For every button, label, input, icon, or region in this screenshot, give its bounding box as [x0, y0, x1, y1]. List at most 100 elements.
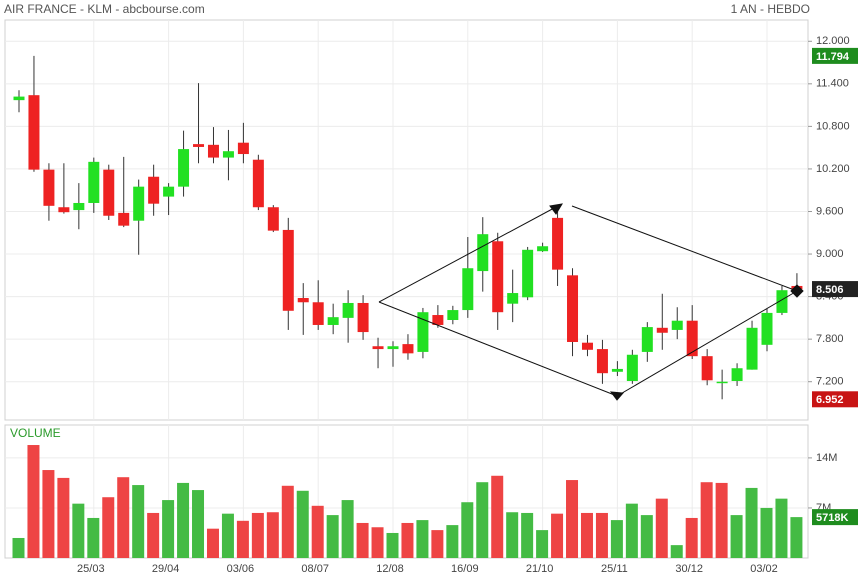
volume-bar	[12, 537, 25, 558]
pattern-lines	[378, 203, 804, 401]
volume-bar	[371, 527, 384, 558]
candle-body	[282, 229, 294, 311]
candle-body	[402, 344, 414, 354]
volume-bar	[266, 512, 279, 558]
volume-bar	[506, 512, 519, 558]
price-marker-label: 6.952	[816, 394, 844, 406]
candle-body	[222, 151, 234, 158]
volume-bar	[580, 512, 593, 558]
volume-bar	[117, 477, 130, 558]
volume-bar	[685, 517, 698, 558]
candle-body	[477, 234, 489, 272]
volume-bar	[296, 490, 309, 558]
y-tick-label: 7.800	[816, 333, 844, 345]
price-marker	[812, 47, 858, 64]
x-tick-label: 30/12	[675, 563, 703, 575]
candle-body	[357, 302, 369, 333]
candle-body	[13, 96, 25, 101]
volume-bar	[760, 507, 773, 558]
volume-bar	[341, 500, 354, 558]
y-tick-label: 14M	[816, 452, 837, 464]
y-tick-label: 9.600	[816, 205, 844, 217]
candle-body	[492, 241, 504, 313]
candle-body	[73, 202, 85, 211]
y-tick-label: 10.800	[816, 120, 850, 132]
x-tick-label: 12/08	[376, 563, 404, 575]
volume-bar	[311, 505, 324, 558]
volume-title: VOLUME	[10, 426, 61, 440]
x-tick-label: 25/03	[77, 563, 105, 575]
candle-body	[611, 368, 623, 372]
marks	[12, 55, 803, 558]
volume-bar	[281, 485, 294, 558]
volume-bar	[87, 517, 100, 558]
arrow-head	[549, 203, 563, 215]
chart-subtitle: 1 AN - HEBDO	[731, 2, 810, 16]
candle-body	[731, 368, 743, 381]
candle-body	[207, 144, 219, 158]
candle-body	[686, 320, 698, 357]
candle-body	[28, 95, 40, 170]
volume-bar	[670, 545, 683, 558]
candle-body	[567, 275, 579, 342]
volume-bar	[700, 482, 713, 558]
labels: 12.00011.40010.80010.2009.6009.0008.4007…	[77, 35, 858, 575]
candle-body	[596, 349, 608, 374]
candle-body	[327, 317, 339, 325]
candle-body	[178, 149, 190, 187]
x-tick-label: 16/09	[451, 563, 479, 575]
candle-body	[701, 356, 713, 381]
volume-bar	[775, 498, 788, 558]
volume-bar	[566, 480, 579, 558]
candle-body	[447, 310, 459, 320]
arrow-head	[790, 284, 804, 298]
volume-bar	[147, 512, 160, 558]
volume-bar	[192, 490, 205, 558]
volume-bar	[745, 487, 758, 558]
candle-body	[267, 207, 279, 231]
candle-body	[43, 169, 55, 206]
candle-body	[372, 346, 384, 350]
x-tick-label: 25/11	[601, 563, 628, 575]
candle-body	[163, 186, 175, 197]
candle-body	[432, 315, 444, 325]
candle-body	[776, 290, 788, 313]
volume-marker	[812, 509, 858, 526]
candle-body	[312, 302, 324, 325]
candle-body	[342, 302, 354, 318]
volume-bar	[386, 532, 399, 558]
volume-bar	[132, 485, 145, 558]
volume-bar	[57, 477, 70, 558]
candle-body	[462, 268, 474, 311]
price-marker	[812, 281, 858, 298]
volume-bar	[326, 515, 339, 558]
y-tick-label: 7.200	[816, 376, 844, 388]
volume-bar	[236, 520, 249, 558]
volume-bar	[72, 503, 85, 558]
x-tick-label: 08/07	[301, 563, 329, 575]
volume-bar	[461, 502, 474, 558]
y-tick-label: 10.200	[816, 163, 850, 175]
candle-body	[671, 320, 683, 330]
candle-body	[133, 186, 145, 221]
y-tick-label: 9.000	[816, 248, 844, 260]
candle-body	[761, 312, 773, 345]
candle-body	[537, 246, 549, 252]
volume-bar	[595, 512, 608, 558]
trend-line	[378, 206, 557, 303]
candle-body	[507, 293, 519, 304]
candle-body	[297, 298, 309, 303]
volume-bar	[206, 528, 219, 558]
chart-title: AIR FRANCE - KLM - abcbourse.com	[4, 2, 205, 16]
candle-body	[148, 176, 160, 204]
volume-bar	[715, 482, 728, 558]
arrow-head	[609, 391, 625, 401]
candle-body	[656, 327, 668, 333]
volume-bar	[221, 513, 234, 558]
x-tick-label: 03/06	[227, 563, 255, 575]
candle-body	[581, 342, 593, 350]
volume-bar	[730, 515, 743, 558]
candle-body	[252, 159, 264, 208]
